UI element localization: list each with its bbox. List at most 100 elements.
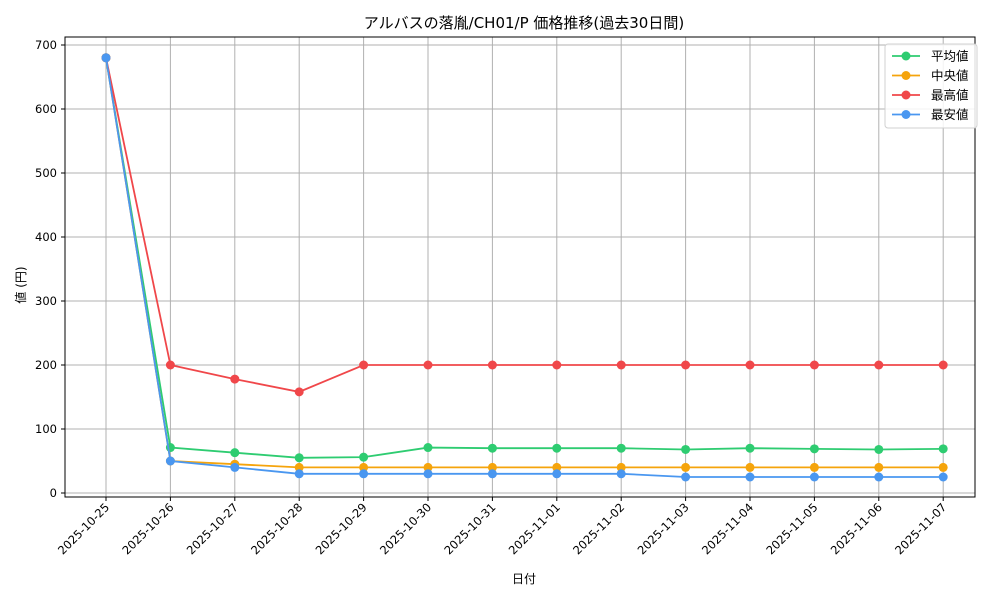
data-point [874, 472, 884, 482]
series-line [105, 57, 944, 459]
data-point [230, 448, 240, 458]
x-tick-label: 2025-10-26 [119, 500, 176, 557]
x-tick-label: 2025-10-27 [184, 500, 241, 557]
x-tick-label: 2025-10-30 [377, 500, 434, 557]
series-line [105, 57, 944, 393]
data-point [874, 462, 884, 472]
legend-label: 最安値 [931, 107, 969, 122]
data-point [359, 469, 369, 479]
data-point [616, 462, 626, 472]
data-point [487, 443, 497, 453]
legend-label: 平均値 [931, 49, 969, 64]
data-point [423, 360, 433, 370]
y-tick-label: 600 [35, 102, 57, 116]
plot-area-frame [64, 36, 976, 498]
y-axis-label: 値 (円) [13, 266, 28, 303]
chart-title: アルバスの落胤/CH01/P 価格推移(過去30日間) [364, 14, 684, 32]
legend-item: 平均値 [892, 49, 969, 64]
data-point [423, 462, 433, 472]
legend-label: 最高値 [931, 88, 969, 103]
x-tick-label: 2025-11-05 [763, 500, 820, 557]
legend-item: 中央値 [892, 68, 969, 83]
data-point [359, 452, 369, 462]
grid [65, 37, 975, 497]
data-point [938, 462, 948, 472]
x-tick-label: 2025-10-28 [248, 500, 305, 557]
data-point [487, 469, 497, 479]
data-point [423, 469, 433, 479]
data-point [552, 443, 562, 453]
data-point [230, 462, 240, 472]
data-point [809, 472, 819, 482]
data-point [294, 387, 304, 397]
y-tick-label: 700 [35, 38, 57, 52]
data-point [487, 462, 497, 472]
y-tick-label: 200 [35, 358, 57, 372]
data-point [745, 472, 755, 482]
legend-marker [901, 110, 911, 119]
x-tick-label: 2025-11-02 [570, 500, 627, 557]
series-lines [101, 53, 948, 482]
data-point [681, 444, 691, 454]
x-tick-label: 2025-11-06 [828, 500, 885, 557]
data-point [681, 472, 691, 482]
data-point [681, 360, 691, 370]
x-tick-label: 2025-11-07 [892, 500, 949, 557]
x-tick-label: 2025-10-29 [313, 500, 370, 557]
series-line [105, 57, 944, 469]
data-point [874, 360, 884, 370]
data-point [745, 360, 755, 370]
x-tick-label: 2025-11-01 [506, 500, 563, 557]
legend-item: 最高値 [892, 88, 969, 103]
data-point [938, 472, 948, 482]
series-3 [101, 53, 948, 482]
legend-marker [901, 51, 911, 61]
data-point [809, 444, 819, 454]
data-point [487, 360, 497, 370]
data-point [809, 360, 819, 370]
series-2 [101, 53, 948, 397]
data-point [359, 360, 369, 370]
x-tick-label: 2025-10-31 [441, 500, 498, 557]
y-tick-label: 0 [50, 486, 57, 500]
data-point [294, 453, 304, 463]
data-point [552, 462, 562, 472]
legend-box [884, 43, 978, 129]
data-point [294, 469, 304, 479]
legend-marker [901, 71, 911, 80]
data-point [294, 462, 304, 472]
series-0 [101, 53, 948, 463]
data-point [423, 443, 433, 453]
y-tick-label: 100 [35, 422, 57, 436]
y-tick-label: 300 [35, 294, 57, 308]
data-point [165, 360, 175, 370]
data-point [165, 456, 175, 466]
data-point [616, 360, 626, 370]
legend-item: 最安値 [892, 107, 969, 122]
data-point [616, 469, 626, 479]
y-tick-label: 400 [35, 230, 57, 244]
x-tick-label: 2025-10-25 [55, 500, 112, 557]
data-point [809, 462, 819, 472]
data-point [101, 53, 111, 63]
y-tick-label: 500 [35, 166, 57, 180]
data-point [681, 462, 691, 472]
legend-marker [901, 90, 911, 100]
data-point [552, 469, 562, 479]
series-line [105, 57, 944, 478]
data-point [359, 462, 369, 472]
data-point [938, 360, 948, 370]
data-point [874, 444, 884, 454]
x-axis-label: 日付 [512, 572, 536, 586]
x-tick-label: 2025-11-03 [635, 500, 692, 557]
data-point [552, 360, 562, 370]
data-point [230, 374, 240, 384]
series-1 [101, 53, 948, 472]
legend-label: 中央値 [931, 68, 969, 83]
data-point [938, 444, 948, 454]
x-tick-label: 2025-11-04 [699, 500, 756, 557]
data-point [745, 443, 755, 453]
data-point [616, 443, 626, 453]
